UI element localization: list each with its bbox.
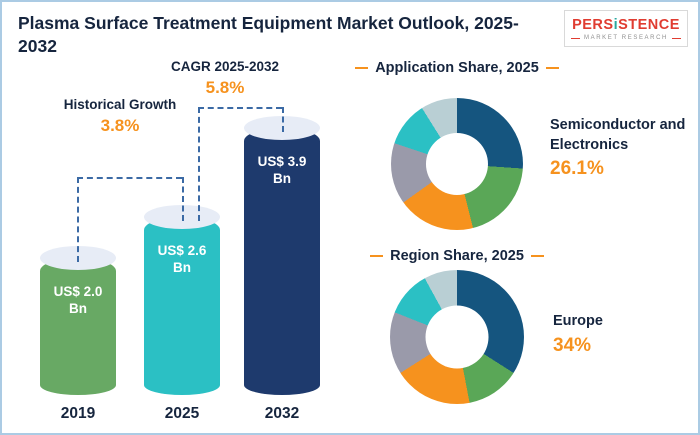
application-share-donut bbox=[391, 98, 523, 230]
brand-name: PERSiSTENCE bbox=[571, 17, 681, 33]
highlight-label: Europe bbox=[553, 313, 603, 329]
dash-icon bbox=[571, 37, 581, 39]
brand-prefix: PERS bbox=[572, 17, 614, 33]
historical-connector-left-leg bbox=[77, 177, 79, 262]
dash-icon bbox=[671, 37, 681, 39]
cagr-connector-left-leg bbox=[198, 107, 200, 221]
pie-title-text: Region Share, 2025 bbox=[390, 248, 524, 264]
highlight-value: 34% bbox=[553, 334, 592, 356]
highlight-value: 26.1% bbox=[550, 158, 604, 180]
bar-value-label: US$ 2.0 Bn bbox=[53, 284, 103, 316]
region-share-donut bbox=[390, 270, 524, 404]
annotation-label: Historical Growth bbox=[63, 97, 177, 112]
brand-suffix: STENCE bbox=[618, 17, 680, 33]
bar-value-label: US$ 2.6 Bn bbox=[157, 243, 207, 275]
bar-2019: US$ 2.0 Bn bbox=[40, 246, 116, 395]
highlight-label: Semiconductor and Electronics bbox=[550, 117, 686, 153]
historical-connector-right-leg bbox=[182, 177, 184, 221]
brand-tagline-row: MARKET RESEARCH bbox=[571, 35, 681, 41]
donut-hole bbox=[425, 305, 489, 369]
annotation-label: CAGR 2025-2032 bbox=[170, 59, 280, 74]
pie-title-text: Application Share, 2025 bbox=[375, 60, 539, 76]
cagr-connector-top bbox=[198, 107, 282, 109]
region-highlight: Europe 34% bbox=[553, 312, 693, 357]
cagr-connector-right-leg bbox=[282, 107, 284, 132]
bar-year-label: 2032 bbox=[264, 405, 300, 422]
historical-growth-annotation: Historical Growth 3.8% bbox=[58, 96, 182, 136]
dash-icon bbox=[355, 67, 369, 69]
bar-2025: US$ 2.6 Bn bbox=[144, 205, 220, 395]
application-share-title: Application Share, 2025 bbox=[342, 60, 572, 76]
historical-connector-top bbox=[77, 177, 182, 179]
application-highlight: Semiconductor and Electronics 26.1% bbox=[550, 116, 698, 180]
bar-year-label: 2019 bbox=[60, 405, 96, 422]
bar-year-label: 2025 bbox=[164, 405, 200, 422]
brand-logo: PERSiSTENCE MARKET RESEARCH bbox=[564, 10, 688, 47]
dash-icon bbox=[545, 67, 559, 69]
region-share-title: Region Share, 2025 bbox=[342, 248, 572, 264]
dash-icon bbox=[530, 255, 544, 257]
brand-tagline: MARKET RESEARCH bbox=[584, 35, 668, 41]
annotation-value: 3.8% bbox=[100, 115, 140, 135]
brand-i: i bbox=[613, 17, 619, 33]
cagr-annotation: CAGR 2025-2032 5.8% bbox=[150, 58, 300, 98]
page-title: Plasma Surface Treatment Equipment Marke… bbox=[18, 13, 519, 56]
bar-2032: US$ 3.9 Bn bbox=[244, 116, 320, 395]
annotation-value: 5.8% bbox=[205, 77, 245, 97]
dash-icon bbox=[370, 255, 384, 257]
bar-value-label: US$ 3.9 Bn bbox=[257, 154, 307, 186]
donut-hole bbox=[425, 132, 489, 196]
